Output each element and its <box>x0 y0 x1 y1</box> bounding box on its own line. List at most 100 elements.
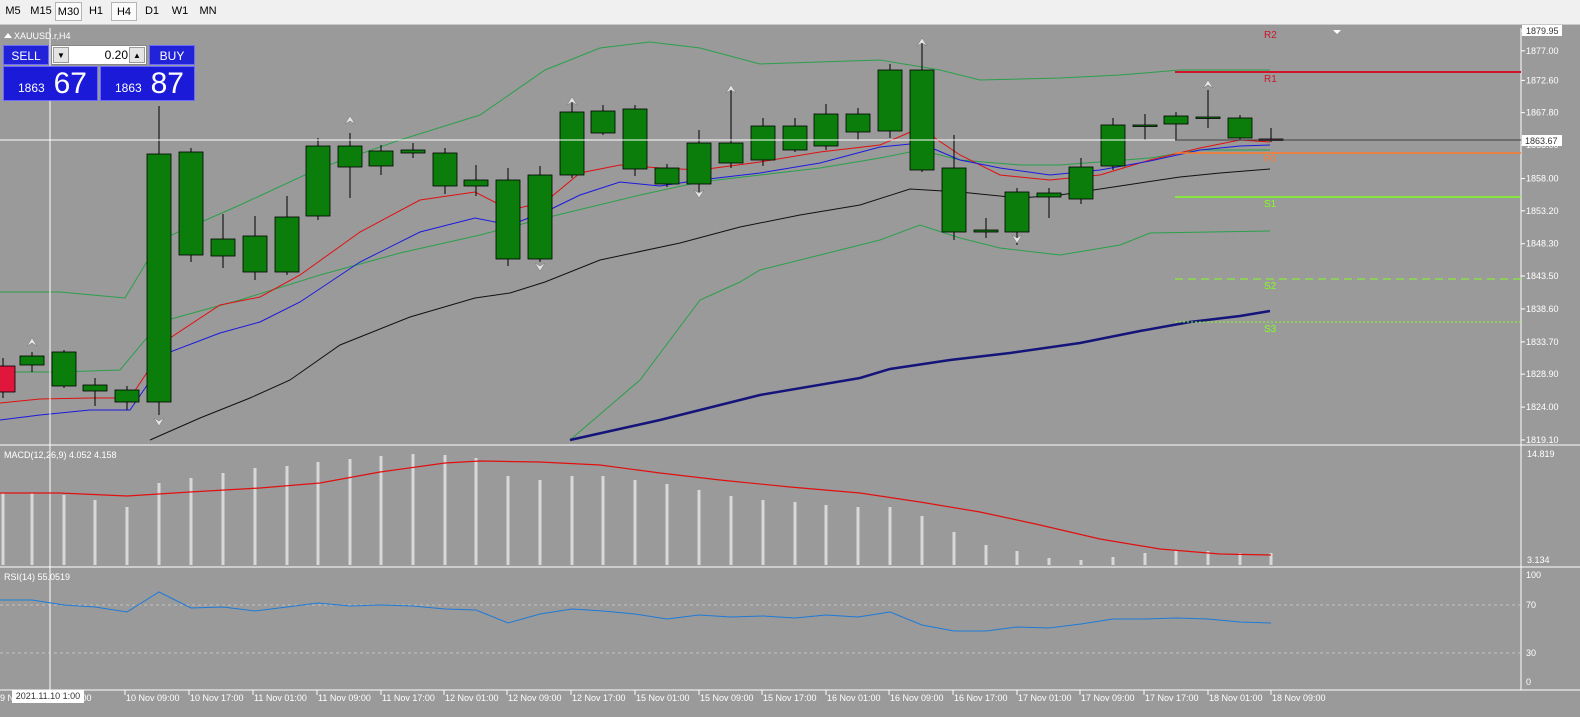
timeframe-h1[interactable]: H1 <box>88 5 104 17</box>
fractal-up-icon <box>566 96 578 106</box>
fractal-up-icon <box>916 37 928 47</box>
macd-histogram-bar <box>93 500 97 565</box>
candle-body <box>432 152 458 187</box>
macd-histogram-bar <box>62 495 66 565</box>
candle-body <box>495 179 521 260</box>
time-axis-label: 16 Nov 01:00 <box>827 693 881 703</box>
candle-body <box>1132 124 1158 127</box>
macd-histogram-bar <box>1 493 5 565</box>
timeframe-m30[interactable]: M30 <box>55 2 82 21</box>
price-scale-label: 1838.60 <box>1526 304 1559 314</box>
chart-symbol-title: XAUUSD.r,H4 <box>14 31 71 41</box>
candle-body <box>337 145 363 168</box>
macd-histogram-bar <box>824 505 828 565</box>
pivot-label-p0: P0 <box>1264 154 1277 165</box>
candle-body <box>750 125 776 161</box>
macd-histogram-bar <box>1047 558 1051 565</box>
pivot-label-s2: S2 <box>1264 281 1277 292</box>
candle-body <box>1004 191 1030 233</box>
time-axis-label: 9 N <box>0 693 14 703</box>
price-scale-label: 1833.70 <box>1526 337 1559 347</box>
rsi-line <box>0 591 1272 632</box>
macd-histogram-bar <box>856 507 860 565</box>
time-axis-label: 10 Nov 17:00 <box>190 693 244 703</box>
macd-histogram-bar <box>1015 551 1019 565</box>
candle-body <box>622 108 648 170</box>
price-scale-label: 1879.95 <box>1526 26 1559 36</box>
crosshair-date-label: 2021.11.10 1:00 <box>12 690 84 703</box>
candle-body <box>51 351 77 387</box>
time-axis-label: 12 Nov 17:00 <box>572 693 626 703</box>
macd-histogram-bar <box>157 483 161 565</box>
bollinger-upper-line <box>0 41 1270 299</box>
chart-canvas[interactable]: R2 R1 P0 S1 S2 S3 XAUUSD.r,H4 1879.95 1877.00 187… <box>0 25 1580 717</box>
candle-body <box>19 355 45 366</box>
time-axis-label: 11 Nov 09:00 <box>318 693 371 703</box>
time-axis-label: 17 Nov 01:00 <box>1018 693 1072 703</box>
bollinger-lower-line <box>569 224 1271 441</box>
price-scale-label: 1872.60 <box>1526 75 1559 85</box>
lot-size-input[interactable] <box>70 47 128 63</box>
macd-histogram-bar <box>506 476 510 565</box>
candle-body <box>941 167 967 233</box>
fractal-down-icon <box>153 417 165 427</box>
macd-histogram-bar <box>1174 550 1178 565</box>
macd-histogram-bar <box>920 516 924 565</box>
timeframe-d1[interactable]: D1 <box>144 5 160 17</box>
lot-increase-icon[interactable]: ▲ <box>129 47 145 63</box>
timeframe-m5[interactable]: M5 <box>5 5 21 17</box>
current-price-box <box>1522 135 1562 146</box>
timeframe-w1[interactable]: W1 <box>171 5 189 17</box>
candle-body <box>718 142 744 164</box>
buy-price-big: 87 <box>150 67 184 100</box>
macd-scale-top: 14.819 <box>1527 449 1555 459</box>
pivot-label-s3: S3 <box>1264 324 1277 335</box>
rsi-level-label-0: 0 <box>1526 677 1531 687</box>
candle-body <box>590 110 616 134</box>
sell-button[interactable]: SELL <box>3 45 49 65</box>
ma-red-line <box>0 127 1271 404</box>
timeframe-mn[interactable]: MN <box>199 5 217 17</box>
fractal-up-icon <box>26 337 38 347</box>
time-axis-label: 10 Nov 09:00 <box>126 693 180 703</box>
macd-histogram-bar <box>793 502 797 565</box>
buy-price-small: 1863 <box>115 81 142 95</box>
timeframe-h4[interactable]: H4 <box>111 2 137 21</box>
price-scale-top-box <box>1522 25 1562 36</box>
time-axis-label: 12 Nov 01:00 <box>445 693 499 703</box>
macd-histogram-bar <box>1111 557 1115 565</box>
macd-histogram-bar <box>570 476 574 565</box>
fractal-up-icon <box>725 84 737 94</box>
buy-price-button[interactable]: 1863 87 <box>100 66 195 101</box>
candle-body <box>114 389 140 403</box>
macd-histogram-bar <box>1238 553 1242 565</box>
one-click-trading-panel: SELL ▼ ▲ BUY 1863 67 1863 87 <box>3 45 195 101</box>
macd-scale-bottom: 3.134 <box>1527 555 1550 565</box>
buy-button[interactable]: BUY <box>149 45 195 65</box>
fractal-down-icon <box>534 262 546 272</box>
time-axis-label: 16 Nov 09:00 <box>890 693 944 703</box>
macd-panel <box>0 446 1521 566</box>
macd-histogram-bar <box>253 468 257 565</box>
fractal-up-icon <box>1202 79 1214 89</box>
sell-price-button[interactable]: 1863 67 <box>3 66 98 101</box>
candle-body <box>242 235 268 273</box>
time-axis-label: 15 Nov 09:00 <box>700 693 754 703</box>
macd-histogram-bar <box>30 493 34 565</box>
macd-histogram-bar <box>729 496 733 565</box>
lot-decrease-icon[interactable]: ▼ <box>53 47 69 63</box>
candle-body <box>463 179 489 187</box>
pivot-label-r2: R2 <box>1264 30 1277 41</box>
candle-body <box>368 150 394 167</box>
macd-histogram-bar <box>474 458 478 565</box>
macd-histogram-bar <box>348 459 352 565</box>
macd-histogram-bar <box>285 466 289 565</box>
candle-body <box>654 167 680 185</box>
time-axis-label: 17 Nov 17:00 <box>1145 693 1199 703</box>
macd-indicator-label: MACD(12,26,9) 4.052 4.158 <box>4 450 117 460</box>
timeframe-m15[interactable]: M15 <box>30 5 52 17</box>
price-scale-label: 1828.90 <box>1526 369 1559 379</box>
price-scale-label: 1858.00 <box>1526 174 1559 184</box>
time-axis-label: 11 Nov 01:00 <box>254 693 307 703</box>
candle-body <box>877 69 903 132</box>
